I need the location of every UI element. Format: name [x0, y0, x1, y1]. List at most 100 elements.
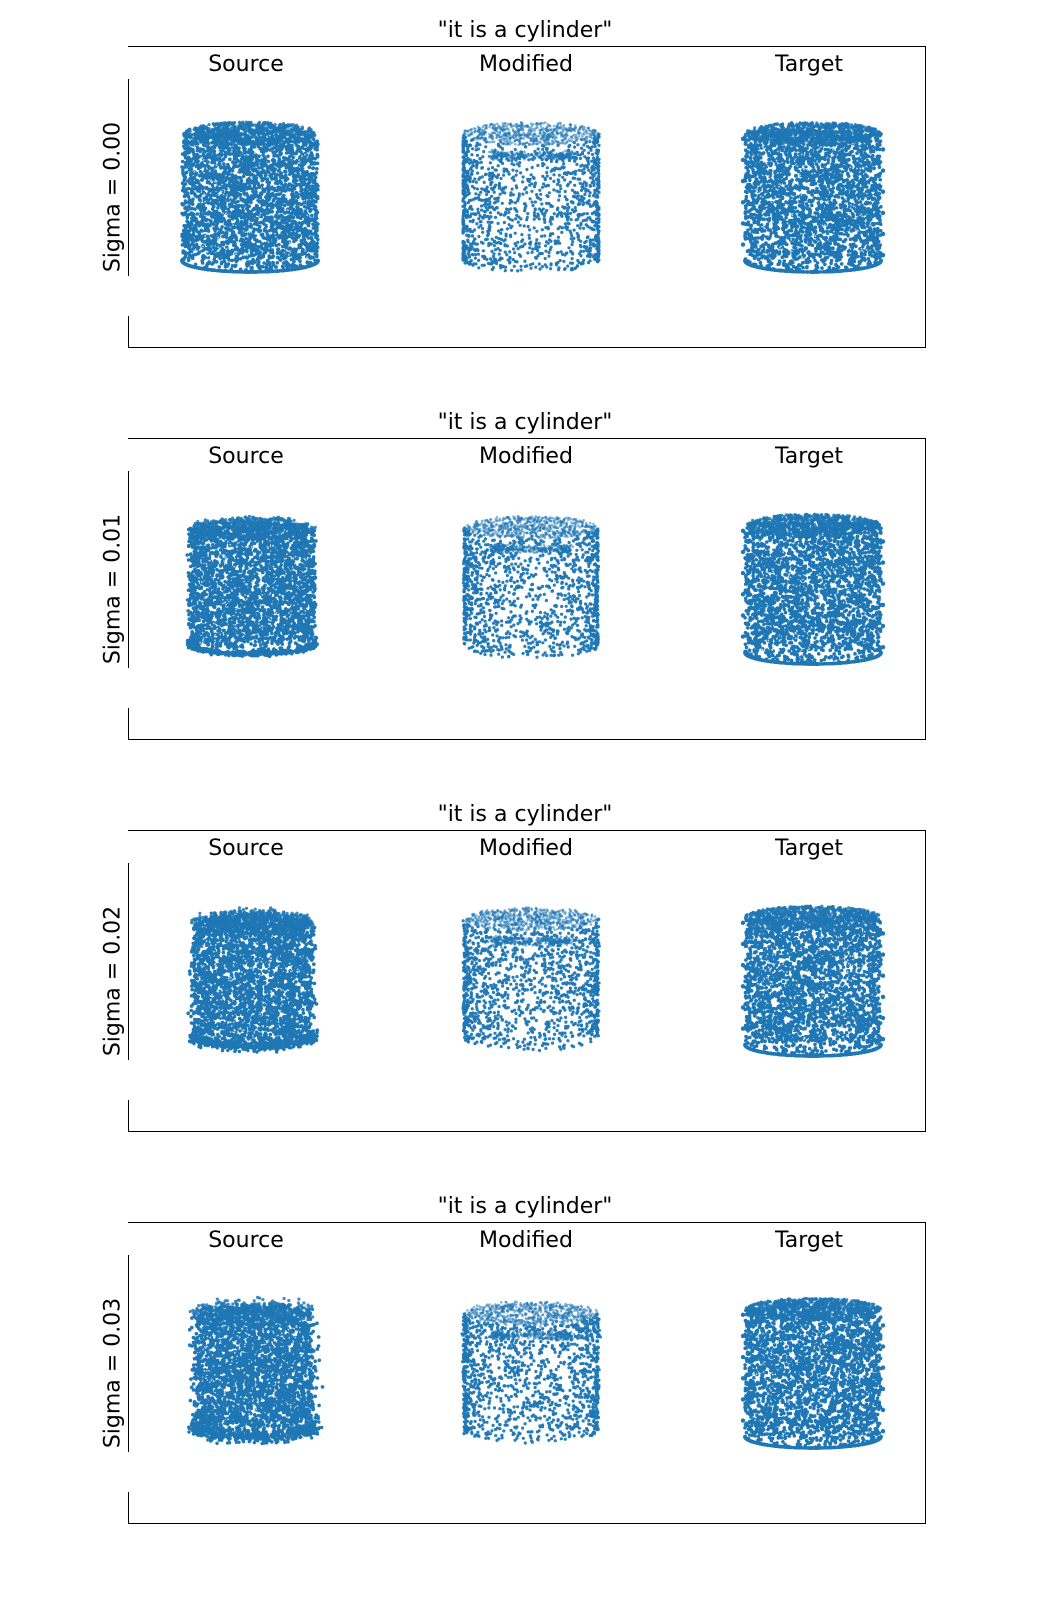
point-marker [265, 177, 270, 181]
point-marker [263, 215, 268, 220]
point-marker [270, 255, 275, 259]
column-label-target: Target [689, 50, 929, 80]
point-marker [555, 140, 559, 144]
point-marker [266, 130, 270, 134]
point-marker [305, 245, 309, 249]
point-marker [542, 139, 545, 142]
point-marker [239, 179, 244, 183]
point-marker [201, 185, 205, 189]
point-marker [211, 177, 216, 182]
point-marker [265, 202, 270, 206]
point-marker [181, 165, 186, 170]
point-marker [249, 266, 253, 270]
point-marker [292, 178, 296, 182]
point-marker [210, 166, 215, 171]
point-marker [194, 252, 198, 257]
point-marker [185, 192, 190, 197]
point-marker [528, 132, 532, 135]
point-gap [192, 135, 195, 138]
point-marker [305, 206, 309, 210]
point-marker [505, 124, 508, 128]
point-marker [211, 245, 216, 250]
point-marker [303, 142, 308, 147]
point-marker [233, 177, 237, 181]
point-marker [546, 123, 550, 126]
point-marker [270, 209, 274, 214]
point-marker [235, 164, 239, 169]
point-marker [269, 201, 274, 206]
point-gap [306, 214, 309, 217]
point-marker [202, 125, 206, 129]
point-gap [287, 253, 290, 256]
point-marker [257, 270, 262, 274]
point-marker [216, 157, 221, 162]
point-marker [564, 127, 567, 130]
point-gap [201, 156, 204, 159]
point-marker [221, 207, 226, 211]
point-marker [245, 185, 250, 190]
point-marker [261, 130, 265, 134]
point-marker [195, 129, 199, 133]
point-marker [197, 250, 202, 254]
point-marker [186, 186, 191, 191]
point-marker [197, 230, 201, 235]
point-marker [187, 243, 192, 247]
point-marker [231, 135, 235, 139]
point-marker [213, 232, 217, 237]
point-marker [215, 202, 220, 206]
point-marker [260, 242, 264, 246]
point-marker [226, 256, 231, 261]
point-marker [229, 126, 233, 130]
point-marker [537, 134, 541, 138]
point-marker [186, 140, 191, 144]
point-marker [553, 141, 556, 144]
point-marker [246, 156, 251, 160]
point-marker [564, 137, 568, 140]
point-marker [222, 162, 226, 166]
point-marker [312, 131, 316, 135]
point-marker [187, 246, 192, 250]
point-marker [283, 170, 288, 174]
point-marker [198, 131, 202, 136]
point-marker [275, 129, 279, 133]
point-gap [265, 141, 267, 144]
point-marker [568, 138, 571, 141]
point-marker [236, 138, 240, 142]
point-marker [514, 130, 517, 133]
point-marker [565, 140, 568, 144]
point-marker [272, 137, 276, 141]
point-marker [183, 237, 187, 241]
point-marker [278, 192, 283, 196]
point-gap [267, 224, 269, 227]
point-marker [248, 199, 252, 203]
point-marker [495, 127, 499, 130]
point-marker [231, 165, 236, 169]
point-marker [313, 175, 318, 180]
point-marker [223, 200, 227, 205]
point-marker [211, 188, 216, 193]
point-marker [564, 132, 568, 136]
point-marker [312, 161, 316, 165]
point-marker [583, 137, 586, 141]
point-marker [202, 223, 206, 228]
point-marker [300, 125, 304, 129]
point-marker [264, 163, 268, 167]
point-marker [264, 243, 268, 248]
point-marker [199, 228, 203, 233]
point-marker [230, 233, 234, 237]
point-marker [213, 252, 217, 257]
point-marker [256, 181, 261, 186]
point-marker [534, 137, 538, 140]
point-marker [256, 264, 261, 269]
point-marker [181, 249, 186, 253]
point-marker [247, 163, 252, 168]
point-marker [223, 169, 227, 174]
point-marker [268, 242, 272, 247]
point-marker [288, 138, 292, 142]
point-marker [190, 256, 195, 260]
point-marker [476, 138, 479, 141]
point-marker [287, 123, 291, 127]
point-marker [242, 198, 247, 202]
point-marker [241, 205, 245, 210]
point-marker [194, 234, 199, 239]
